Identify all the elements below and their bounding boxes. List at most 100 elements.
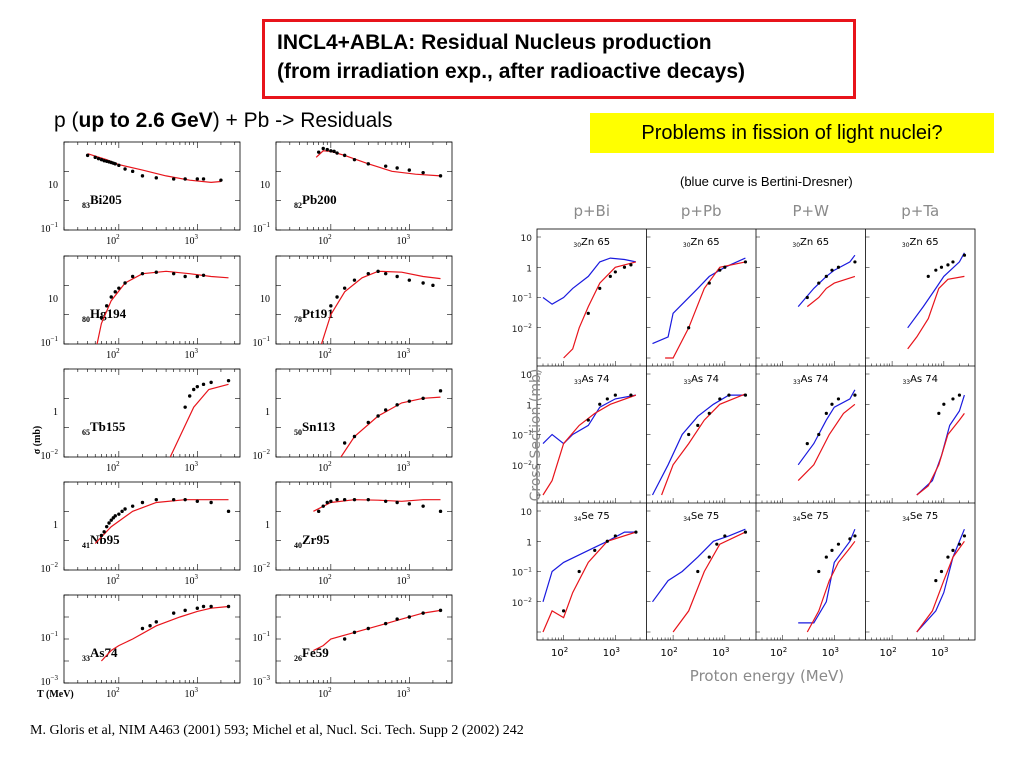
data-point [171, 497, 176, 502]
data-point [395, 617, 399, 621]
data-point [853, 393, 857, 397]
incl-curve [94, 499, 229, 544]
y-tick-label: 10−2 [512, 460, 532, 472]
data-point [421, 504, 425, 508]
data-point [586, 311, 590, 315]
data-point [939, 265, 944, 269]
data-point [130, 504, 135, 508]
right-y-axis-label: Cross Section (mb) [528, 369, 544, 502]
data-point [951, 260, 955, 264]
data-point [335, 151, 339, 155]
nucleus-label: 34Se 75 [902, 511, 938, 523]
x-tick-label: 102 [106, 233, 120, 247]
incl-curve [916, 413, 965, 496]
data-point [395, 403, 399, 407]
blue-curve-note: (blue curve is Bertini-Dresner) [680, 174, 853, 189]
nucleus-label: 82Pb200 [294, 192, 337, 210]
y-tick-label-upper: 1 [265, 407, 270, 418]
data-point [421, 170, 425, 175]
data-point [383, 164, 388, 168]
data-point [183, 608, 187, 613]
data-point [123, 281, 127, 285]
data-point [598, 286, 602, 290]
data-point [109, 518, 113, 522]
data-point [848, 537, 852, 541]
data-point [120, 509, 124, 514]
data-point [805, 295, 809, 300]
y-tick-label-lower: 10−1 [41, 335, 59, 349]
x-tick-label: 103 [185, 686, 199, 700]
data-point [707, 281, 711, 285]
data-point [99, 533, 104, 538]
panel-frame [275, 368, 453, 458]
incl-curve [797, 403, 856, 482]
panel-frame [275, 594, 453, 684]
data-point [183, 177, 187, 181]
x-tick-label: 102 [318, 573, 332, 587]
data-point [830, 548, 834, 552]
data-point [951, 548, 955, 552]
y-tick-label-upper: 1 [265, 520, 270, 531]
nucleus-label: 41Nb95 [82, 532, 120, 550]
data-point [171, 271, 176, 276]
data-point [438, 389, 443, 393]
data-point [836, 542, 841, 546]
data-point [957, 542, 962, 546]
data-point [853, 534, 857, 538]
data-point [687, 432, 691, 437]
data-point [329, 499, 333, 503]
bertini-curve [542, 531, 636, 602]
data-point [376, 414, 380, 418]
data-point [117, 163, 121, 168]
data-point [395, 166, 399, 170]
y-tick-label: 10−2 [512, 323, 532, 335]
data-point [154, 620, 158, 624]
data-point [154, 176, 158, 180]
y-tick-label: 10−2 [512, 597, 532, 609]
data-point [107, 521, 111, 525]
data-point [934, 579, 938, 583]
data-point [817, 432, 821, 437]
nucleus-label: 34Se 75 [574, 511, 610, 523]
data-point [352, 434, 357, 439]
data-point [613, 393, 617, 397]
panel-frame [275, 141, 453, 231]
column-header: p+Ta [901, 202, 939, 220]
data-point [438, 174, 443, 178]
data-point [201, 177, 206, 181]
x-tick-label: 102 [879, 646, 896, 659]
data-point [183, 497, 187, 502]
data-point [561, 609, 566, 613]
data-point [946, 555, 950, 559]
data-point [316, 509, 321, 514]
y-tick-label-lower: 10−2 [41, 561, 59, 575]
data-point [830, 268, 834, 272]
data-point [817, 281, 821, 285]
data-point [376, 269, 380, 274]
x-tick-label: 102 [318, 460, 332, 474]
data-point [171, 177, 176, 181]
bertini-curve [542, 257, 637, 305]
data-point [352, 497, 357, 502]
panel-frame [275, 255, 453, 345]
panel-frame [63, 481, 241, 571]
x-tick-label: 103 [397, 686, 411, 700]
right-panel-1-1: 33As 74 [646, 373, 750, 503]
x-tick-label: 102 [106, 460, 120, 474]
data-point [209, 604, 213, 609]
data-point [723, 265, 727, 269]
bertini-curve [916, 394, 965, 496]
data-point [123, 167, 127, 171]
incl-curve [542, 531, 637, 633]
y-tick-label: 10−1 [512, 567, 532, 579]
data-point [183, 274, 187, 279]
x-tick-label: 102 [106, 347, 120, 361]
bertini-curve [652, 528, 746, 603]
data-point [407, 502, 412, 506]
data-point [707, 411, 711, 415]
nucleus-label: 34Se 75 [793, 511, 829, 523]
nucleus-label: 65Tb155 [82, 419, 126, 437]
data-point [321, 504, 325, 508]
data-point [352, 630, 357, 635]
nucleus-label: 30Zn 65 [902, 237, 939, 249]
